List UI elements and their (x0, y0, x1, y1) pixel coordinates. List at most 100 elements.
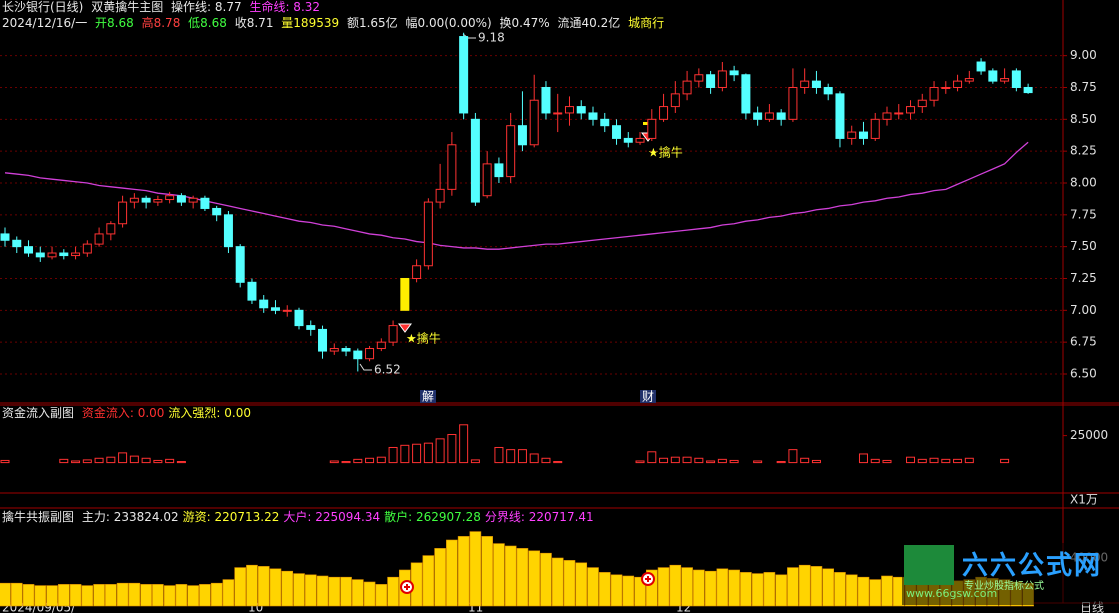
bar (964, 457, 974, 464)
sub-header: 擒牛共振副图 主力: 233824.02 游资: 220713.22 大户: 225… (2, 510, 598, 525)
bar (1000, 458, 1010, 464)
bar (129, 455, 139, 464)
quote-open: 开8.68 (95, 16, 134, 30)
bar (365, 457, 375, 464)
bar (246, 564, 258, 607)
candle-body (494, 163, 504, 178)
high-label: 9.18 (478, 31, 505, 45)
bar (869, 579, 882, 607)
bar (800, 457, 810, 464)
bar (516, 548, 529, 607)
candle-body (506, 125, 516, 178)
candle-body (212, 207, 222, 216)
bar (257, 566, 270, 607)
candle-body (82, 243, 92, 254)
logo-name: 六六公式网 (962, 551, 1103, 581)
legend-item: 操作线: 8.77 (171, 0, 242, 14)
bar (504, 545, 517, 607)
bar (293, 573, 305, 607)
bar (353, 458, 363, 464)
bar (563, 560, 576, 607)
candle-body (529, 99, 539, 146)
bar (469, 531, 482, 607)
candle-body (1023, 86, 1033, 94)
candle-body (223, 214, 233, 248)
legend-item: 流入强烈: 0.00 (168, 406, 251, 420)
candle-body (894, 112, 904, 115)
candle-body (423, 201, 433, 267)
bar (281, 570, 294, 607)
bar (210, 582, 223, 607)
bar (776, 461, 786, 464)
bar (670, 456, 680, 464)
event-label: 解 (422, 390, 434, 404)
bar (717, 458, 727, 464)
candle-body (729, 70, 739, 76)
candle-body (353, 350, 363, 360)
bar (810, 566, 823, 607)
bar (659, 457, 669, 464)
candle-body (670, 93, 680, 108)
bar (598, 572, 611, 607)
candle-body (917, 99, 927, 108)
bar (57, 584, 70, 607)
candle-body (388, 325, 398, 343)
bar (494, 446, 504, 464)
bar (176, 461, 186, 464)
bar (681, 567, 693, 607)
low-label: 6.52 (374, 363, 401, 377)
candle-body (964, 78, 974, 82)
logo-url: www.66gsw.com (906, 587, 998, 600)
candle-body (553, 112, 563, 115)
y-tick-label: 8.75 (1070, 80, 1097, 94)
y-tick-label: 6.50 (1070, 366, 1097, 380)
candle-body (35, 252, 45, 258)
bar (234, 567, 246, 607)
bar (412, 443, 422, 464)
bar (187, 585, 199, 607)
candle-body (647, 118, 657, 139)
candle-body (71, 252, 81, 257)
bar (140, 584, 152, 607)
candle-body (341, 348, 351, 352)
candle-body (435, 188, 445, 203)
bar (811, 459, 821, 464)
candle-body (717, 70, 727, 88)
candle-body (235, 246, 245, 283)
bar (728, 569, 740, 607)
legend-item: 大户: 225094.34 (283, 510, 381, 524)
unit-label: X1万 (1070, 493, 1098, 507)
quote-low: 低8.68 (188, 16, 227, 30)
bar (693, 569, 705, 607)
candle-body (282, 309, 292, 312)
bar (152, 584, 164, 607)
y-tick-label: 6.75 (1070, 335, 1097, 349)
bar (269, 568, 282, 607)
y-tick-label: 25000 (1070, 428, 1108, 442)
bar (493, 543, 505, 607)
bar (822, 568, 835, 607)
event-box (640, 390, 656, 403)
bar (634, 576, 646, 607)
bar (457, 536, 470, 607)
candle-body (165, 195, 175, 201)
bar (529, 453, 539, 464)
bar (541, 457, 551, 464)
bar (128, 582, 141, 607)
bar (694, 457, 704, 464)
quote-close: 收8.71 (234, 16, 274, 30)
bar (199, 584, 211, 607)
bar (81, 585, 94, 607)
bar (351, 579, 364, 607)
candle-body (141, 197, 151, 203)
candle-body (953, 80, 963, 88)
y-tick-label: 8.50 (1070, 112, 1097, 126)
candle-body (776, 112, 786, 120)
candle-body (1011, 70, 1021, 88)
bar (763, 572, 776, 607)
bar (622, 575, 635, 607)
bar (706, 460, 716, 464)
candle-body (294, 309, 304, 327)
